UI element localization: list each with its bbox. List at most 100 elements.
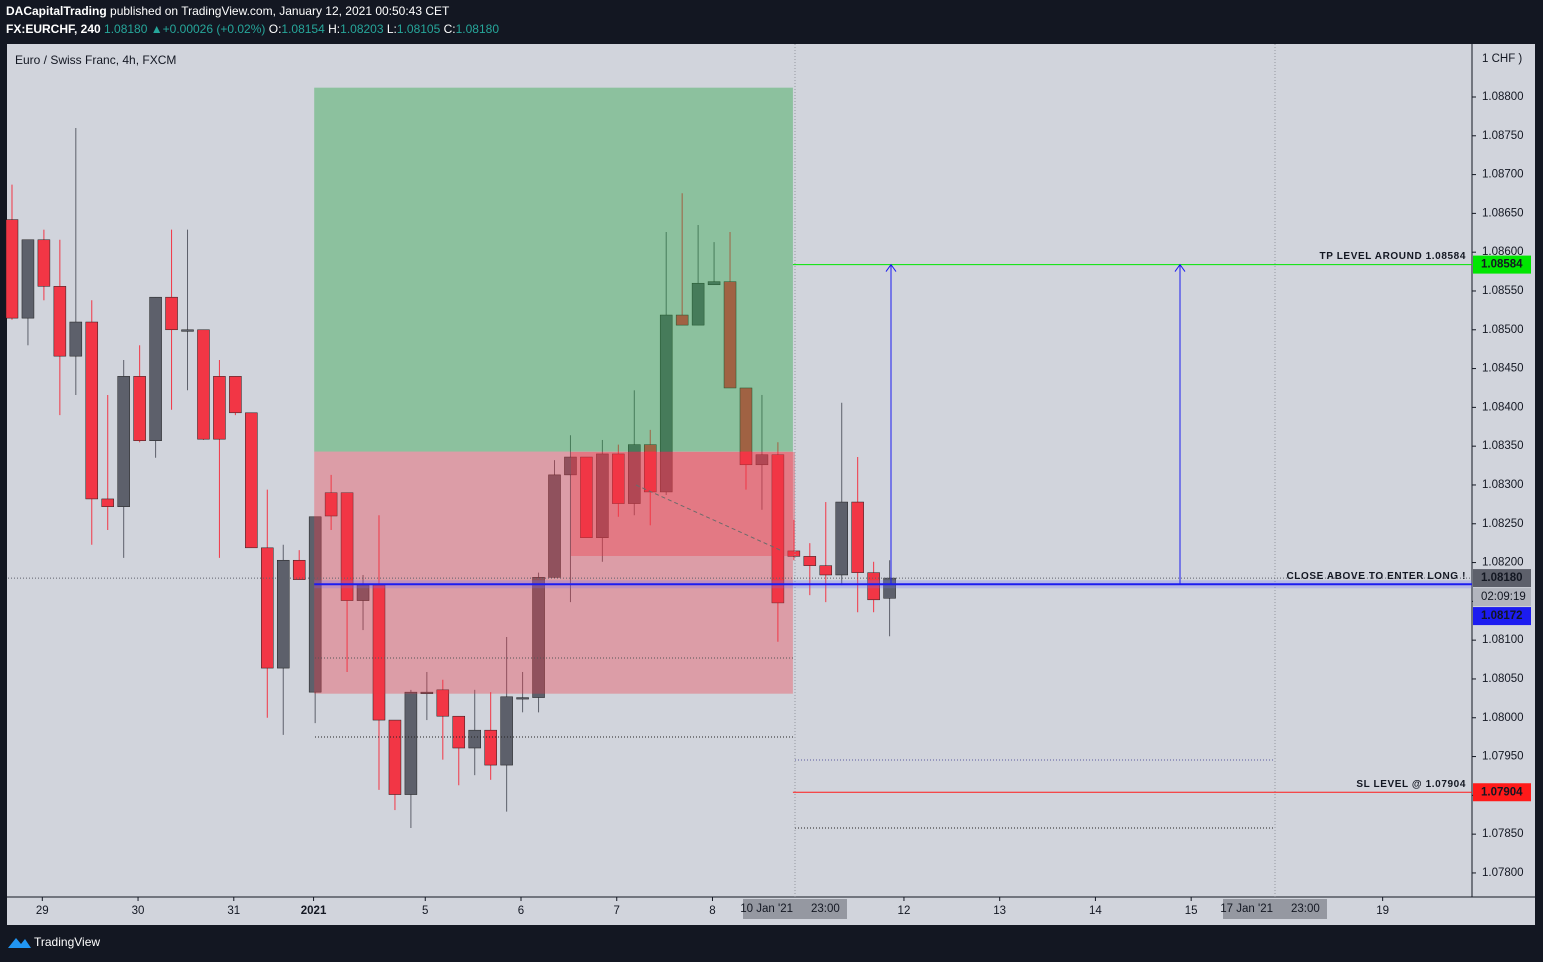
footer: TradingView — [8, 935, 100, 949]
axes: 1.078001.078501.079001.079501.080001.080… — [36, 91, 1531, 919]
x-tick-label: 13 — [993, 905, 1006, 917]
y-tick-label: 1.07950 — [1482, 751, 1524, 763]
candle-body — [21, 239, 35, 319]
candle-body — [101, 498, 114, 507]
y-tick-label: 1.08100 — [1482, 634, 1524, 646]
candle-body — [197, 329, 210, 440]
y-tick-label: 1.08600 — [1482, 246, 1524, 258]
x-tick-label: 29 — [36, 905, 49, 917]
arrow-head — [885, 263, 897, 272]
tp-tag-bg — [1473, 255, 1531, 274]
trend-dash — [635, 484, 781, 551]
y-tick-label: 1.08400 — [1482, 401, 1524, 413]
y-tick-label: 1.08200 — [1482, 557, 1524, 569]
symbol-line: FX:EURCHF, 240 1.08180 ▲+0.00026 (+0.02%… — [6, 22, 499, 36]
candle-body — [245, 412, 258, 549]
arrow-head — [1174, 263, 1186, 272]
level-annotation: CLOSE ABOVE TO ENTER LONG ! — [1286, 571, 1466, 582]
candle-body — [500, 696, 513, 766]
candle-body — [388, 719, 402, 795]
time-marker-bg — [743, 899, 847, 919]
level-annotation: TP LEVEL AROUND 1.08584 — [1320, 251, 1466, 262]
ohlc-value: 1.08180 — [456, 22, 500, 36]
candle-body — [707, 281, 721, 286]
brand: TradingView — [34, 935, 100, 949]
y-tick-label: 1.08350 — [1482, 440, 1524, 452]
entry-tag-bg — [1473, 607, 1531, 626]
y-tick-label: 1.07850 — [1482, 828, 1524, 840]
candle-body — [53, 286, 67, 357]
candle-body — [436, 689, 450, 717]
y-tick-label: 1.08800 — [1482, 91, 1524, 103]
candle-body — [612, 453, 625, 504]
position-tool — [314, 87, 793, 694]
candle-body — [548, 474, 561, 578]
x-tick-label: 12 — [898, 905, 911, 917]
candle-body — [69, 321, 83, 357]
tp-tag: 1.08584 — [1481, 259, 1523, 271]
candle-body — [580, 456, 593, 538]
candle-body — [659, 314, 673, 493]
y-tick-label: 1.08550 — [1482, 285, 1524, 297]
target-zone — [314, 87, 793, 452]
y-tick-label: 1.08750 — [1482, 130, 1524, 142]
entry-tag: 1.08172 — [1481, 610, 1523, 622]
candle-body — [628, 444, 641, 504]
candle-body — [723, 281, 737, 389]
candle-body — [149, 296, 162, 441]
ohlc-key: L: — [387, 22, 397, 36]
y-tick-label: 1.08700 — [1482, 169, 1524, 181]
time-marker-time: 23:00 — [811, 903, 840, 915]
ohlc-value: 1.08105 — [397, 22, 441, 36]
y-tick-label: 1.08500 — [1482, 324, 1524, 336]
candle-body — [404, 691, 418, 795]
last-price-tag: 1.08180 — [1481, 572, 1523, 584]
candle-body — [516, 697, 529, 700]
stop-zone — [314, 451, 793, 694]
last-price: 1.08180 — [104, 22, 148, 36]
candle-body — [181, 329, 194, 332]
ohlc-key: O: — [269, 22, 282, 36]
candle-body — [691, 282, 705, 326]
ohlc-key: H: — [328, 22, 340, 36]
time-marker-bg — [1223, 899, 1327, 919]
ohlc-key: C: — [444, 22, 456, 36]
ohlc-value: 1.08203 — [340, 22, 384, 36]
candle-body — [85, 321, 99, 500]
candle-body — [213, 376, 226, 440]
y-tick-label: 1.08450 — [1482, 363, 1524, 375]
x-tick-label: 19 — [1376, 905, 1389, 917]
candle-body — [5, 219, 19, 319]
candle-body — [883, 577, 896, 599]
publisher: DACapitalTrading — [6, 4, 107, 18]
sl-tag-bg — [1473, 783, 1531, 802]
candle-body — [117, 376, 130, 507]
candle-body — [261, 547, 274, 669]
x-tick-label: 8 — [709, 905, 715, 917]
published: published on TradingView.com, January 12… — [110, 4, 450, 18]
time-marker-date: 10 Jan '21 — [740, 903, 793, 915]
candle-body — [771, 454, 785, 604]
ohlc-value: 1.08154 — [281, 22, 325, 36]
x-tick-label: 30 — [132, 905, 145, 917]
candle-body — [420, 691, 434, 694]
y-tick-label: 1.08000 — [1482, 712, 1524, 724]
logo — [8, 938, 31, 948]
y-tick-label: 1.08050 — [1482, 673, 1524, 685]
sl-tag: 1.07904 — [1481, 786, 1523, 798]
candle-body — [165, 296, 178, 331]
x-tick-label: 7 — [614, 905, 620, 917]
countdown-bg — [1473, 588, 1531, 607]
candle-body — [292, 559, 306, 580]
loss-overlay — [571, 452, 795, 556]
x-tick-label: 31 — [227, 905, 240, 917]
candles — [5, 128, 896, 828]
candle-body — [468, 729, 481, 749]
x-tick-label: 2021 — [301, 905, 327, 917]
time-marker-time: 23:00 — [1291, 903, 1320, 915]
chart-pane — [7, 44, 1535, 925]
candle-body — [564, 456, 577, 476]
candle-body — [755, 454, 769, 466]
levels: TP LEVEL AROUND 1.08584 CLOSE ABOVE TO EN… — [8, 251, 1472, 793]
